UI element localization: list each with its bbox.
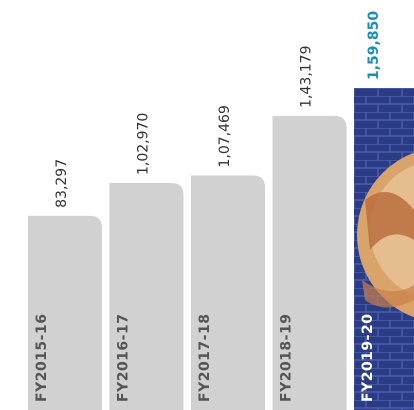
category-label: FY2016-17 <box>116 314 132 402</box>
category-label: FY2015-16 <box>34 314 50 402</box>
chart: 83,297 FY2015-16 1,02,970 FY2016-17 1,07,469… <box>0 0 414 410</box>
category-label: FY2018-19 <box>279 314 295 402</box>
value-label: 83,297 <box>54 159 70 208</box>
category-label: FY2017-18 <box>197 314 213 402</box>
value-label: 1,43,179 <box>299 46 315 108</box>
value-label: 1,02,970 <box>136 113 152 175</box>
value-label: 1,07,469 <box>217 105 233 167</box>
category-label: FY2019-20 <box>360 314 376 402</box>
page: 83,297 FY2015-16 1,02,970 FY2016-17 1,07,469… <box>0 0 414 410</box>
value-label: 1,59,850 <box>366 11 382 80</box>
